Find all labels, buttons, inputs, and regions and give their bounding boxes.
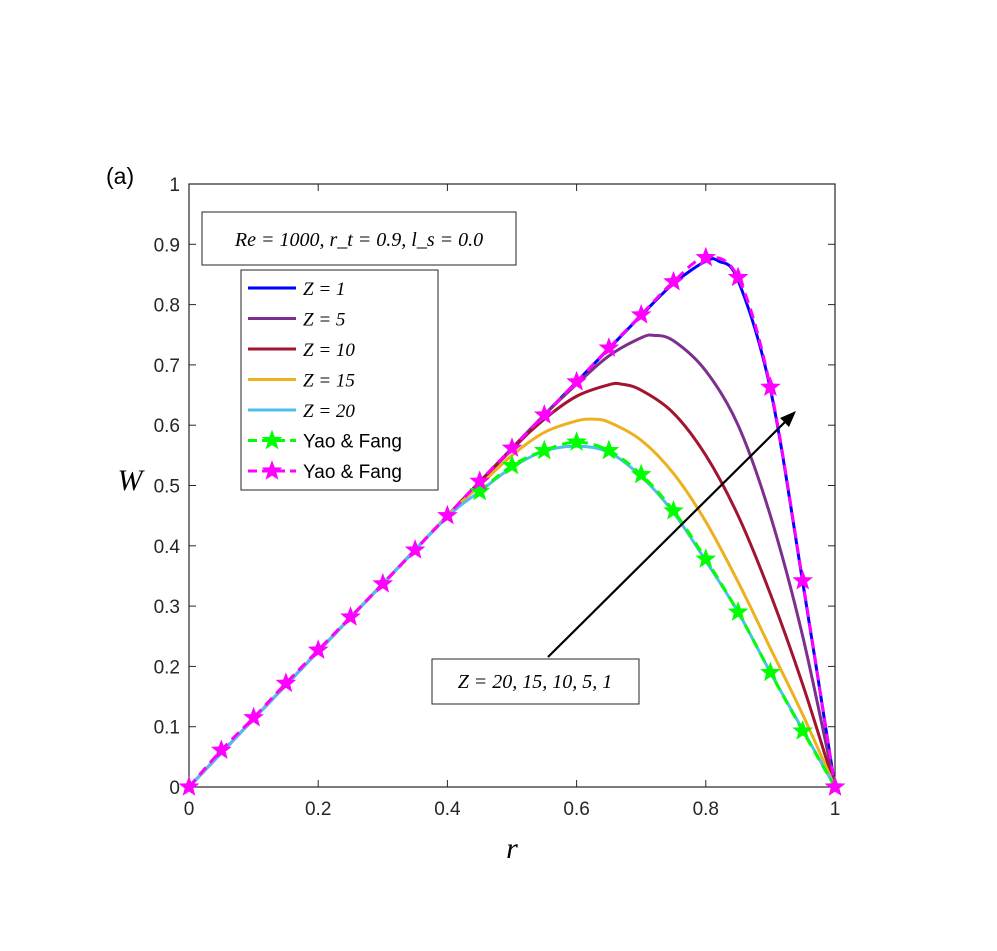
data-point-star [404,539,426,559]
legend-label: Yao & Fang [303,462,402,483]
y-tick-label: 0 [169,778,180,799]
data-point-star [663,499,684,520]
data-point-star [630,303,652,324]
data-point-star [695,548,717,568]
data-point-star [727,601,749,621]
data-point-star [501,454,523,475]
data-point-star [210,739,232,760]
data-point-star [469,470,491,491]
data-point-star [469,480,491,501]
arrow-annotation: Z = 20, 15, 10, 5, 1 [431,411,796,705]
x-tick-label: 0.2 [305,799,331,820]
arrow-label: Z = 20, 15, 10, 5, 1 [458,671,613,693]
y-tick-label: 0.9 [154,235,180,256]
series-line [187,255,837,788]
data-point-star [437,504,458,525]
x-axis-label: r [506,832,518,865]
legend-star [261,460,283,480]
data-point-star [566,431,587,451]
data-point-star [533,404,555,424]
y-tick-label: 0.7 [154,356,180,377]
y-axis-label: W [118,464,146,497]
legend-label: Z = 15 [303,371,355,392]
y-tick-label: 0.3 [154,597,180,618]
legend-star [261,429,283,450]
x-tick-label: 0.6 [563,799,589,820]
data-point-star [760,661,781,682]
legend-label: Z = 10 [303,340,355,361]
params-text: Re = 1000, r_t = 0.9, l_s = 0.0 [234,229,483,251]
y-tick-label: 0.1 [154,718,180,739]
data-point-star [630,463,652,484]
series-line [478,440,837,788]
y-tick-label: 1 [169,175,180,196]
x-tick-label: 0.8 [693,799,719,820]
legend-entry: Z = 5 [248,310,345,331]
data-point-star [307,639,329,659]
y-tick-label: 0.8 [154,296,180,317]
legend-entry: Z = 1 [248,279,345,300]
y-tick-label: 0.4 [154,537,181,558]
data-point-star [340,606,361,626]
y-tick-label: 0.5 [154,477,180,498]
x-tick-label: 0.4 [434,799,461,820]
data-point-star [533,439,555,460]
data-point-star [178,776,200,796]
y-tick-label: 0.6 [154,416,180,437]
legend-label: Z = 1 [303,279,345,300]
data-point-star [598,439,620,460]
legend-entry: Z = 20 [248,401,355,422]
legend-label: Z = 5 [303,310,345,331]
y-axis: 0 0.1 0.2 0.3 0.4 0.5 0.6 0.7 0.8 0.9 1 [154,175,835,799]
data-point-star [695,246,717,267]
legend-label: Z = 20 [303,401,355,422]
data-point-star [663,270,684,291]
data-point-star [598,337,620,357]
panel-label: (a) [106,163,134,189]
data-point-star [275,672,297,693]
data-point-star [501,437,523,457]
data-point-star [372,572,394,593]
legend-entry: Yao & Fang [248,429,402,453]
data-point-star [792,720,814,740]
arrow-head [780,411,796,427]
data-point-star [727,266,749,287]
data-point-star [243,706,264,727]
series-6 [178,246,846,796]
data-point-star [824,776,846,796]
legend-entry: Z = 10 [248,340,355,361]
x-tick-label: 0 [184,799,195,820]
data-point-star [566,370,587,391]
x-tick-label: 1 [830,799,841,820]
x-axis: 0 0.2 0.4 0.6 0.8 1 [184,184,841,820]
legend-label: Yao & Fang [303,432,402,453]
data-point-star [792,569,814,590]
data-point-star [760,376,781,396]
legend-entry: Z = 15 [248,371,355,392]
arrow-line [547,419,788,658]
legend-entry: Yao & Fang [248,460,402,483]
series-4 [187,444,837,789]
params-annotation: Re = 1000, r_t = 0.9, l_s = 0.0 [201,211,517,266]
series-line [187,444,837,789]
legend: Z = 1 Z = 5 Z = 10 Z = 15 Z = 20 Yao & Fang Ya… [240,269,439,491]
series-layer [178,246,846,796]
y-tick-label: 0.2 [154,657,180,678]
